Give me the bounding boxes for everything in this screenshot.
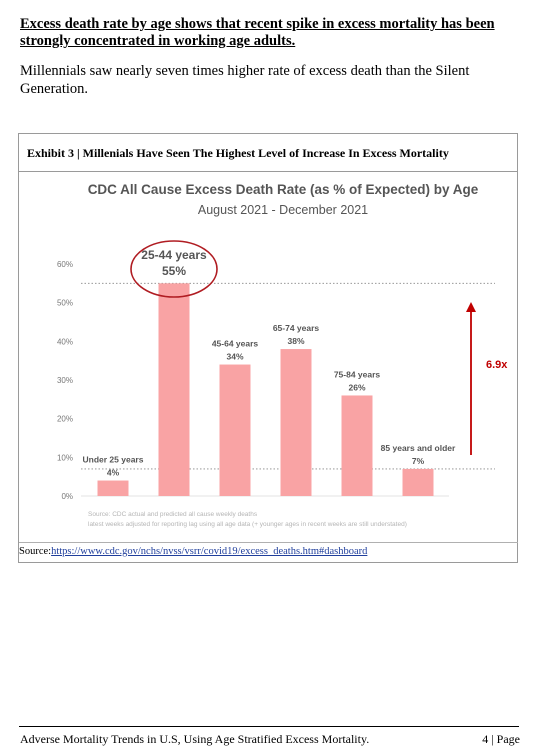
- section-heading: Excess death rate by age shows that rece…: [20, 16, 495, 49]
- category-label: 65-74 years: [273, 323, 320, 333]
- exhibit-box: Exhibit 3 | Millenials Have Seen The Hig…: [18, 133, 518, 563]
- y-tick-label: 0%: [61, 492, 73, 501]
- excess-death-chart: CDC All Cause Excess Death Rate (as % of…: [57, 182, 508, 528]
- bar-5: [402, 468, 434, 496]
- summary-paragraph: Millennials saw nearly seven times highe…: [20, 63, 470, 97]
- chart-subtitle: August 2021 - December 2021: [198, 203, 368, 217]
- value-label: 7%: [412, 456, 425, 466]
- ratio-annotation: 6.9x: [486, 359, 508, 371]
- value-label: 26%: [348, 382, 365, 392]
- value-label: 38%: [287, 336, 304, 346]
- y-axis: 0% 10% 20% 30% 40% 50% 60%: [57, 260, 449, 501]
- chart-note-1: Source: CDC actual and predicted all cau…: [88, 511, 258, 518]
- bars: [97, 283, 434, 496]
- highlight-circle: [130, 240, 218, 298]
- y-tick-label: 60%: [57, 260, 73, 269]
- bar-1: [158, 283, 190, 496]
- bar-3: [280, 349, 312, 496]
- bar-0: [97, 480, 129, 496]
- page-number: 4 | Page: [482, 732, 520, 746]
- exhibit-title: Exhibit 3 | Millenials Have Seen The Hig…: [19, 134, 517, 172]
- value-label: 55%: [162, 264, 186, 278]
- category-label: Under 25 years: [83, 455, 144, 465]
- chart-note-2: latest weeks adjusted for reporting lag …: [88, 521, 407, 528]
- source-label: Source:: [19, 546, 52, 557]
- chart-title: CDC All Cause Excess Death Rate (as % of…: [88, 182, 479, 197]
- bar-labels: Under 25 years 4% 25-44 years 55% 45-64 year…: [83, 248, 456, 478]
- y-tick-label: 50%: [57, 299, 73, 308]
- bar-2: [219, 364, 251, 496]
- bar-4: [341, 395, 373, 496]
- category-label: 25-44 years: [141, 248, 207, 262]
- value-label: 4%: [107, 468, 120, 478]
- y-tick-label: 40%: [57, 337, 73, 346]
- category-label: 45-64 years: [212, 339, 259, 349]
- source-divider: [19, 542, 518, 543]
- value-label: 34%: [226, 352, 243, 362]
- ratio-arrow-head: [466, 302, 476, 312]
- y-tick-label: 30%: [57, 376, 73, 385]
- y-tick-label: 10%: [57, 453, 73, 462]
- footer-divider: [19, 726, 519, 727]
- footer-title: Adverse Mortality Trends in U.S, Using A…: [20, 732, 370, 746]
- source-link[interactable]: https://www.cdc.gov/nchs/nvss/vsrr/covid…: [51, 546, 368, 557]
- category-label: 75-84 years: [334, 369, 381, 379]
- y-tick-label: 20%: [57, 415, 73, 424]
- category-label: 85 years and older: [381, 443, 456, 453]
- source-line: Source:https://www.cdc.gov/nchs/nvss/vsr…: [19, 546, 367, 557]
